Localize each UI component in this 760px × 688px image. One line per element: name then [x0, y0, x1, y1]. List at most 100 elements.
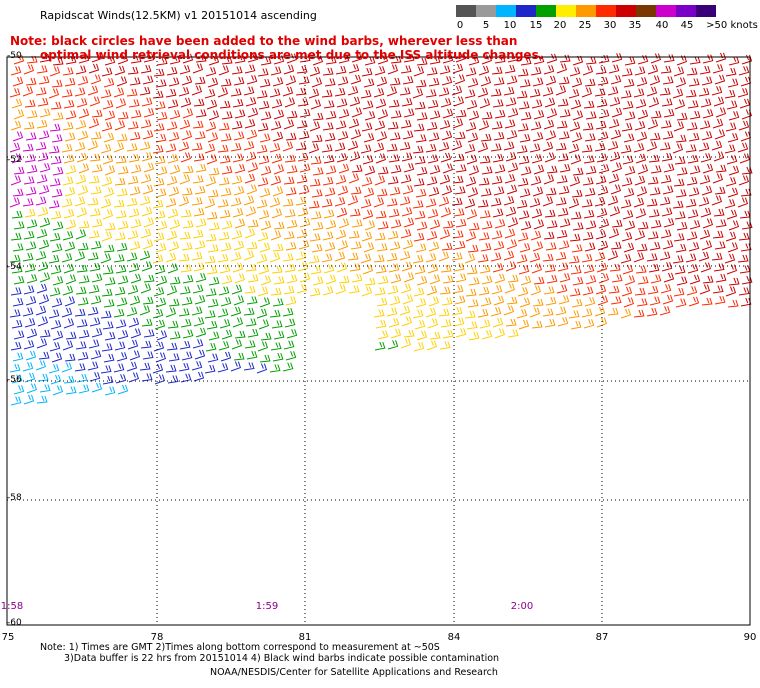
wind-barb — [649, 187, 661, 196]
wind-barb — [377, 166, 389, 175]
wind-barb — [90, 295, 102, 305]
wind-barb — [308, 143, 320, 154]
wind-barb — [506, 75, 518, 85]
wind-barb — [558, 240, 570, 250]
wind-barb — [338, 109, 350, 119]
wind-barb — [232, 208, 244, 218]
wind-barb — [428, 132, 440, 142]
wind-barb — [426, 231, 438, 241]
wind-barb — [38, 239, 50, 250]
wind-barb — [594, 306, 606, 317]
wind-barb — [180, 209, 192, 218]
wind-barb — [688, 242, 700, 252]
wind-barb — [532, 77, 544, 87]
wind-barb — [427, 318, 439, 329]
wind-barb — [571, 132, 583, 143]
wind-barb — [325, 274, 337, 285]
wind-barb — [90, 350, 102, 360]
wind-barb — [90, 186, 102, 195]
wind-barb — [129, 350, 141, 361]
wind-barb — [529, 143, 541, 153]
wind-barb — [698, 87, 710, 97]
wind-barb — [244, 340, 256, 349]
wind-barb — [453, 317, 465, 327]
wind-barb — [494, 164, 506, 174]
wind-barb — [257, 177, 269, 187]
wind-barb — [373, 309, 385, 318]
wind-barb — [594, 88, 606, 97]
wind-barb — [519, 133, 531, 143]
wind-barb — [165, 143, 177, 153]
wind-barb — [38, 351, 50, 360]
wind-barb — [416, 112, 428, 121]
wind-barb — [219, 155, 231, 164]
wind-barb — [181, 242, 193, 251]
wind-barb — [452, 63, 464, 74]
wind-barb — [127, 66, 139, 75]
wind-barb — [674, 211, 686, 220]
wind-barb — [115, 319, 127, 329]
wind-barb — [741, 166, 753, 175]
wind-barb — [142, 296, 154, 305]
wind-barb — [23, 340, 35, 350]
wind-barb — [555, 85, 567, 96]
wind-barb — [623, 188, 635, 198]
wind-barb — [270, 121, 282, 131]
wind-barb — [11, 374, 23, 384]
wind-barb — [127, 339, 139, 350]
wind-barb — [52, 330, 64, 341]
wind-barb — [659, 306, 671, 316]
wind-barb — [39, 163, 51, 173]
wind-barb — [129, 186, 141, 196]
wind-barb — [507, 53, 519, 63]
wind-barb — [388, 208, 400, 218]
wind-barb — [556, 120, 568, 129]
wind-barb — [233, 295, 245, 306]
wind-barb — [156, 275, 168, 286]
wind-barb — [35, 87, 47, 96]
wind-barb — [607, 141, 619, 151]
wind-barb — [399, 141, 411, 151]
wind-barb — [100, 310, 112, 319]
wind-barb — [622, 155, 634, 165]
wind-barb — [660, 174, 672, 184]
map-title: Rapidscat Winds(12.5KM) v1 20151014 asce… — [40, 9, 317, 22]
wind-barb — [349, 96, 361, 107]
lat-label: -60 — [7, 618, 22, 628]
wind-barb — [386, 307, 398, 317]
wind-barb — [674, 99, 686, 110]
wind-barb — [674, 156, 686, 165]
wind-barb — [323, 100, 335, 109]
wind-barb — [453, 153, 465, 162]
wind-barb — [12, 243, 24, 252]
wind-barb — [442, 275, 454, 284]
wind-barb — [220, 351, 232, 362]
wind-barb — [711, 140, 723, 151]
colorbar-label: 15 — [529, 20, 543, 31]
wind-barb — [568, 310, 580, 319]
wind-barb — [347, 140, 359, 151]
wind-barb — [282, 253, 294, 262]
wind-barb — [505, 206, 517, 217]
wind-barb — [35, 305, 47, 316]
wind-barb — [88, 284, 100, 294]
footer-note-line2: 3)Data buffer is 22 hrs from 20151014 4)… — [64, 653, 500, 664]
wind-barb — [243, 307, 255, 316]
wind-barb — [623, 297, 635, 308]
wind-barb — [636, 77, 648, 87]
wind-barb — [325, 165, 337, 175]
wind-barb — [295, 142, 307, 151]
wind-barb — [468, 277, 480, 286]
time-label: 1:59 — [255, 601, 279, 612]
wind-barb — [22, 143, 34, 152]
wind-barb — [529, 198, 541, 208]
wind-barb — [166, 230, 178, 241]
wind-barb — [87, 252, 99, 261]
wind-barb — [597, 186, 609, 196]
wind-barb — [168, 132, 180, 142]
wind-barb — [91, 328, 103, 338]
wind-barb — [635, 265, 647, 274]
wind-barb — [117, 166, 129, 175]
wind-barb — [740, 131, 752, 142]
wind-barb — [546, 165, 558, 174]
